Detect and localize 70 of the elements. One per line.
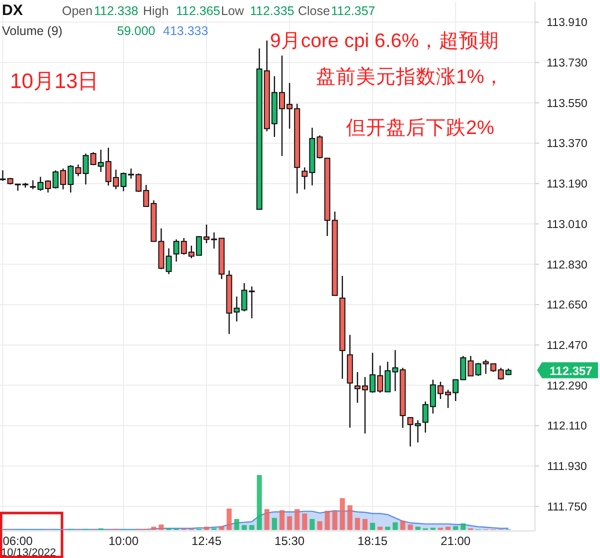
y-tick-label: 111.750 xyxy=(547,501,587,514)
bar xyxy=(272,518,277,530)
annotation: Open xyxy=(62,4,93,18)
y-tick-label: 112.290 xyxy=(546,380,588,392)
bar xyxy=(310,519,315,530)
bar xyxy=(249,525,254,530)
bar xyxy=(378,526,383,530)
annotation: 59.000 xyxy=(117,24,156,38)
y-tick-label: 113.190 xyxy=(546,178,588,191)
bar xyxy=(242,525,247,530)
bar xyxy=(317,521,322,530)
y-tick-label: 113.010 xyxy=(546,218,588,231)
bar xyxy=(287,516,292,530)
bar xyxy=(385,526,390,530)
chart-title: DX xyxy=(2,2,23,19)
bar xyxy=(302,514,308,530)
y-tick-label: 113.910 xyxy=(546,17,588,30)
y-tick-label: 113.370 xyxy=(546,138,588,150)
y-tick-label: 112.830 xyxy=(546,259,588,272)
y-tick-label: 113.730 xyxy=(546,58,588,70)
annotation: 9月core cpi 6.6%，超预期 xyxy=(270,30,499,52)
annotation: 112.357 xyxy=(331,4,376,18)
bar xyxy=(332,510,338,530)
text: 10/13/2022 xyxy=(1,547,56,558)
y-tick-label: 113.550 xyxy=(546,98,588,110)
annotation: Low xyxy=(221,4,245,18)
bar xyxy=(234,519,240,530)
bar xyxy=(256,475,262,530)
bar xyxy=(408,524,413,530)
bar xyxy=(400,520,406,530)
annotation: 112.335 xyxy=(250,4,294,18)
y-tick-label: 112.470 xyxy=(546,340,588,352)
bar xyxy=(453,526,458,530)
x-tick-label: 15:30 xyxy=(274,534,305,548)
chart-title: Volume (9) xyxy=(2,24,62,38)
annotation: 112.338 xyxy=(94,4,138,18)
bar xyxy=(347,505,352,530)
annotation: 但开盘后下跌2% xyxy=(346,117,494,139)
bar xyxy=(264,509,270,530)
bar xyxy=(460,523,466,530)
annotation: 413.333 xyxy=(163,24,208,38)
x-tick-label: 12:45 xyxy=(191,534,222,548)
bar xyxy=(324,510,330,530)
x-tick-label: 18:15 xyxy=(358,534,388,548)
bar xyxy=(354,518,360,530)
x-tick-label: 21:00 xyxy=(440,534,471,548)
bar xyxy=(219,526,224,530)
bar xyxy=(340,498,345,530)
x-tick-label: 10:00 xyxy=(108,534,139,548)
bar xyxy=(151,526,156,530)
annotation: High xyxy=(143,4,169,18)
bar xyxy=(204,526,210,530)
x-tick-label: 06:00 xyxy=(2,534,34,548)
annotation: 112.365 xyxy=(176,4,220,18)
bar xyxy=(415,526,420,530)
annotation: 盘前美元指数涨1%， xyxy=(316,65,504,88)
bar xyxy=(279,510,284,530)
bar xyxy=(370,522,376,530)
annotation: 10月13日 xyxy=(10,70,99,93)
bar xyxy=(294,509,300,530)
annotation: Close xyxy=(298,4,330,18)
bar xyxy=(362,519,368,530)
bar xyxy=(226,508,232,530)
bar xyxy=(446,526,451,530)
y-tick-label: 111.930 xyxy=(547,460,587,473)
y-tick-label: 112.650 xyxy=(546,300,588,312)
y-tick-label: 112.110 xyxy=(547,420,587,433)
text: 112.357 xyxy=(550,364,593,378)
bar xyxy=(158,524,164,530)
bar xyxy=(392,522,398,530)
